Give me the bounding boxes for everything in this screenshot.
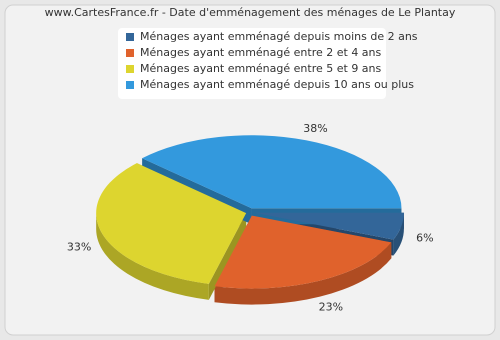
legend-box bbox=[118, 28, 386, 99]
legend-label: Ménages ayant emménagé entre 2 et 4 ans bbox=[140, 46, 382, 59]
data-label: 33% bbox=[67, 240, 91, 253]
data-label: 38% bbox=[303, 122, 327, 135]
chart-title: www.CartesFrance.fr - Date d'emménagemen… bbox=[45, 6, 456, 19]
legend-swatch bbox=[126, 65, 134, 73]
slice bbox=[214, 215, 392, 289]
legend-label: Ménages ayant emménagé depuis 10 ans ou … bbox=[140, 78, 414, 91]
legend-swatch bbox=[126, 49, 134, 57]
data-label: 23% bbox=[319, 300, 343, 313]
data-label: 6% bbox=[416, 231, 433, 244]
slice-side bbox=[214, 242, 392, 305]
legend-label: Ménages ayant emménagé entre 5 et 9 ans bbox=[140, 62, 382, 75]
legend-swatch bbox=[126, 81, 134, 89]
slice-side bbox=[208, 213, 247, 300]
legend-label: Ménages ayant emménagé depuis moins de 2… bbox=[140, 30, 418, 43]
slice-side bbox=[96, 213, 209, 300]
slice bbox=[96, 163, 247, 284]
slice bbox=[142, 135, 402, 209]
slice bbox=[253, 212, 404, 240]
slice-side bbox=[393, 212, 404, 256]
legend-swatch bbox=[126, 33, 134, 41]
